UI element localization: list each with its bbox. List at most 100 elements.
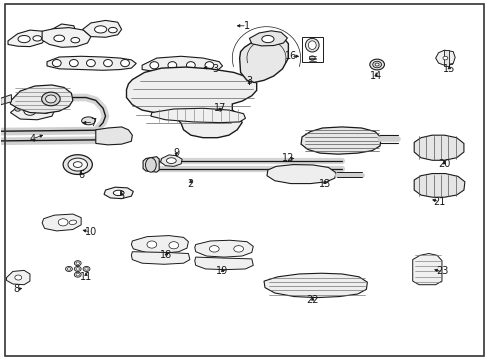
Text: 13: 13 bbox=[318, 179, 330, 189]
Text: 20: 20 bbox=[437, 159, 449, 169]
Polygon shape bbox=[301, 127, 380, 154]
Polygon shape bbox=[249, 31, 287, 46]
Polygon shape bbox=[0, 95, 11, 105]
Polygon shape bbox=[42, 214, 81, 231]
Polygon shape bbox=[131, 252, 189, 264]
Ellipse shape bbox=[150, 62, 158, 69]
Polygon shape bbox=[143, 157, 159, 172]
Ellipse shape bbox=[73, 162, 82, 167]
Text: 7: 7 bbox=[90, 118, 96, 128]
Ellipse shape bbox=[74, 266, 81, 271]
Ellipse shape bbox=[45, 95, 56, 103]
Polygon shape bbox=[126, 67, 256, 138]
Ellipse shape bbox=[74, 261, 81, 266]
Ellipse shape bbox=[305, 39, 319, 52]
Ellipse shape bbox=[43, 109, 49, 113]
Ellipse shape bbox=[108, 27, 117, 33]
Ellipse shape bbox=[63, 155, 92, 175]
Ellipse shape bbox=[54, 35, 64, 41]
Text: 22: 22 bbox=[306, 295, 318, 305]
Ellipse shape bbox=[372, 61, 381, 68]
Ellipse shape bbox=[76, 268, 79, 270]
Polygon shape bbox=[413, 135, 463, 160]
Ellipse shape bbox=[103, 59, 112, 67]
Ellipse shape bbox=[233, 246, 243, 252]
Text: 15: 15 bbox=[442, 64, 454, 74]
Ellipse shape bbox=[74, 272, 81, 277]
Ellipse shape bbox=[374, 63, 378, 66]
Polygon shape bbox=[264, 273, 366, 298]
Ellipse shape bbox=[24, 106, 36, 115]
Ellipse shape bbox=[69, 220, 77, 225]
Ellipse shape bbox=[84, 268, 88, 270]
Ellipse shape bbox=[86, 59, 95, 67]
Ellipse shape bbox=[41, 92, 60, 106]
Ellipse shape bbox=[121, 59, 129, 67]
Ellipse shape bbox=[308, 41, 316, 49]
Polygon shape bbox=[412, 253, 441, 285]
Polygon shape bbox=[444, 50, 448, 66]
Ellipse shape bbox=[83, 266, 90, 271]
Polygon shape bbox=[44, 24, 76, 41]
Text: 19: 19 bbox=[216, 266, 228, 276]
Ellipse shape bbox=[369, 59, 384, 70]
Ellipse shape bbox=[442, 56, 447, 60]
Polygon shape bbox=[266, 165, 335, 184]
Ellipse shape bbox=[168, 242, 178, 249]
Polygon shape bbox=[142, 56, 222, 73]
Text: 21: 21 bbox=[432, 197, 445, 207]
Text: 2: 2 bbox=[187, 179, 194, 189]
Text: 9: 9 bbox=[173, 148, 179, 158]
Text: 14: 14 bbox=[369, 71, 382, 81]
Text: 3: 3 bbox=[246, 76, 252, 86]
Ellipse shape bbox=[52, 59, 61, 67]
Polygon shape bbox=[96, 127, 132, 145]
Polygon shape bbox=[42, 28, 91, 47]
Polygon shape bbox=[82, 21, 122, 37]
Ellipse shape bbox=[71, 37, 80, 43]
Ellipse shape bbox=[145, 158, 156, 172]
Text: 8: 8 bbox=[14, 284, 20, 294]
Text: 10: 10 bbox=[84, 227, 97, 237]
Ellipse shape bbox=[166, 158, 176, 163]
Ellipse shape bbox=[186, 62, 195, 69]
Ellipse shape bbox=[113, 190, 124, 195]
Polygon shape bbox=[435, 50, 454, 65]
Text: 5: 5 bbox=[118, 191, 124, 201]
Ellipse shape bbox=[67, 268, 71, 270]
Text: 17: 17 bbox=[213, 103, 226, 113]
Ellipse shape bbox=[65, 266, 72, 271]
Polygon shape bbox=[413, 174, 464, 197]
Polygon shape bbox=[6, 270, 30, 285]
Ellipse shape bbox=[209, 246, 219, 252]
Polygon shape bbox=[10, 85, 73, 113]
Polygon shape bbox=[160, 155, 182, 166]
Ellipse shape bbox=[94, 26, 106, 33]
Ellipse shape bbox=[33, 36, 41, 41]
Text: 16: 16 bbox=[284, 51, 296, 61]
Text: 4: 4 bbox=[29, 134, 35, 144]
Polygon shape bbox=[8, 30, 47, 46]
Polygon shape bbox=[131, 235, 188, 253]
Polygon shape bbox=[151, 108, 245, 123]
Ellipse shape bbox=[204, 62, 213, 69]
Text: 12: 12 bbox=[282, 153, 294, 163]
Text: 11: 11 bbox=[80, 272, 92, 282]
Text: 1: 1 bbox=[244, 21, 249, 31]
Ellipse shape bbox=[69, 59, 78, 67]
Polygon shape bbox=[104, 187, 133, 199]
Polygon shape bbox=[10, 101, 55, 120]
Ellipse shape bbox=[76, 273, 79, 276]
Ellipse shape bbox=[147, 241, 157, 248]
Ellipse shape bbox=[68, 158, 87, 171]
Text: 23: 23 bbox=[435, 266, 447, 276]
Ellipse shape bbox=[167, 62, 176, 69]
Polygon shape bbox=[239, 35, 288, 82]
Ellipse shape bbox=[15, 275, 21, 280]
Text: 18: 18 bbox=[160, 250, 172, 260]
Polygon shape bbox=[47, 56, 136, 70]
Ellipse shape bbox=[81, 117, 95, 125]
Text: 3: 3 bbox=[212, 64, 218, 74]
Ellipse shape bbox=[76, 262, 79, 265]
Ellipse shape bbox=[15, 107, 20, 111]
